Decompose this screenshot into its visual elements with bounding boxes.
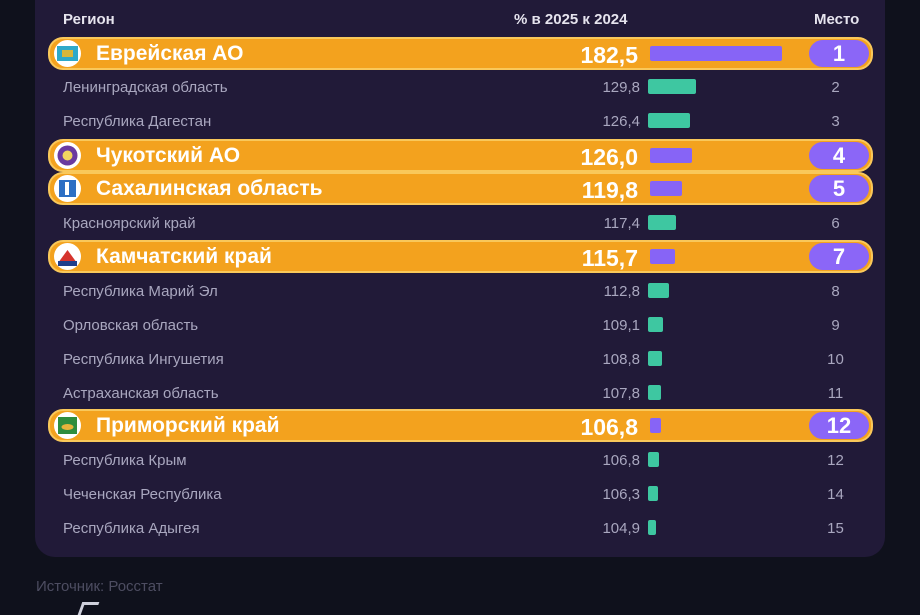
primorye-emblem	[54, 412, 81, 439]
region-label: Красноярский край	[63, 215, 196, 232]
value-label: 106,8	[580, 414, 638, 440]
table-row: Чеченская Республика 106,3 14	[48, 479, 873, 509]
table-row: Приморский край 106,8 12	[48, 409, 873, 442]
region-label: Республика Ингушетия	[63, 351, 224, 368]
region-label: Республика Марий Эл	[63, 283, 218, 300]
value-label: 109,1	[602, 317, 640, 334]
bar	[648, 452, 659, 467]
table-row: Республика Крым 106,8 12	[48, 445, 873, 475]
column-header-percent: % в 2025 к 2024	[514, 11, 628, 28]
rank-label: 12	[827, 452, 844, 469]
rank-label: 11	[827, 385, 844, 402]
value-label: 117,4	[603, 215, 640, 232]
bar	[650, 46, 782, 61]
bar	[648, 385, 661, 400]
region-label: Орловская область	[63, 317, 199, 334]
value-label: 104,9	[602, 520, 640, 537]
rank-label: 14	[827, 486, 844, 503]
value-label: 126,4	[602, 113, 640, 130]
value-label: 107,8	[602, 385, 640, 402]
bar	[650, 249, 676, 264]
bar	[648, 486, 659, 501]
sakhalin-emblem	[54, 175, 81, 202]
region-label: Еврейская АО	[96, 42, 244, 65]
bar	[648, 520, 656, 535]
value-label: 129,8	[602, 79, 640, 96]
corner-mark-icon	[77, 602, 100, 615]
rank-label: 4	[809, 142, 869, 169]
bar	[650, 148, 692, 163]
bar	[648, 283, 669, 298]
value-label: 106,3	[602, 486, 640, 503]
jewish-ao-emblem	[54, 40, 81, 67]
source-note: Источник: Росстат	[36, 578, 163, 595]
rank-label: 7	[809, 243, 869, 270]
bar	[648, 351, 663, 366]
table-row: Орловская область 109,1 9	[48, 310, 873, 340]
region-label: Республика Адыгея	[63, 520, 200, 537]
table-row: Республика Марий Эл 112,8 8	[48, 276, 873, 306]
table-row: Красноярский край 117,4 6	[48, 208, 873, 238]
rank-label: 15	[827, 520, 844, 537]
chart-card	[35, 0, 885, 557]
rank-label: 1	[809, 40, 869, 67]
region-label: Чеченская Республика	[63, 486, 222, 503]
bar	[648, 79, 696, 94]
rank-label: 10	[827, 351, 844, 368]
table-row: Ленинградская область 129,8 2	[48, 72, 873, 102]
rank-label: 6	[831, 215, 840, 232]
column-header-place: Место	[814, 11, 860, 28]
rank-label: 8	[831, 283, 840, 300]
bar	[648, 317, 663, 332]
rank-label: 9	[831, 317, 840, 334]
region-label: Сахалинская область	[96, 177, 323, 200]
rank-label: 5	[809, 175, 869, 202]
value-label: 182,5	[580, 42, 638, 68]
value-label: 108,8	[602, 351, 640, 368]
region-label: Астраханская область	[63, 385, 219, 402]
value-label: 112,8	[603, 283, 640, 300]
value-label: 119,8	[581, 177, 638, 203]
region-label: Приморский край	[96, 414, 280, 437]
kamchatka-emblem	[54, 243, 81, 270]
rank-label: 2	[831, 79, 840, 96]
table-row: Республика Дагестан 126,4 3	[48, 106, 873, 136]
value-label: 106,8	[602, 452, 640, 469]
table-row: Астраханская область 107,8 11	[48, 378, 873, 408]
region-label: Республика Крым	[63, 452, 187, 469]
region-label: Камчатский край	[96, 245, 272, 268]
chukotka-emblem	[54, 142, 81, 169]
table-row: Республика Адыгея 104,9 15	[48, 513, 873, 543]
column-header-region: Регион	[63, 11, 115, 28]
table-row: Еврейская АО 182,5 1	[48, 37, 873, 70]
bar	[648, 113, 691, 128]
table-row: Камчатский край 115,7 7	[48, 240, 873, 273]
bar	[650, 181, 682, 196]
region-label: Чукотский АО	[96, 144, 241, 167]
region-label: Республика Дагестан	[63, 113, 212, 130]
table-row: Сахалинская область 119,8 5	[48, 172, 873, 205]
bar	[648, 215, 676, 230]
region-label: Ленинградская область	[63, 79, 228, 96]
rank-label: 12	[809, 412, 869, 439]
bar	[650, 418, 661, 433]
value-label: 115,7	[581, 245, 638, 271]
rank-label: 3	[831, 113, 840, 130]
value-label: 126,0	[580, 144, 638, 170]
table-row: Республика Ингушетия 108,8 10	[48, 344, 873, 374]
table-row: Чукотский АО 126,0 4	[48, 139, 873, 172]
